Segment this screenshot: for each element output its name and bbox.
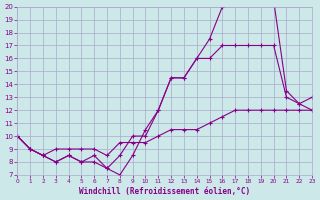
X-axis label: Windchill (Refroidissement éolien,°C): Windchill (Refroidissement éolien,°C) <box>79 187 250 196</box>
